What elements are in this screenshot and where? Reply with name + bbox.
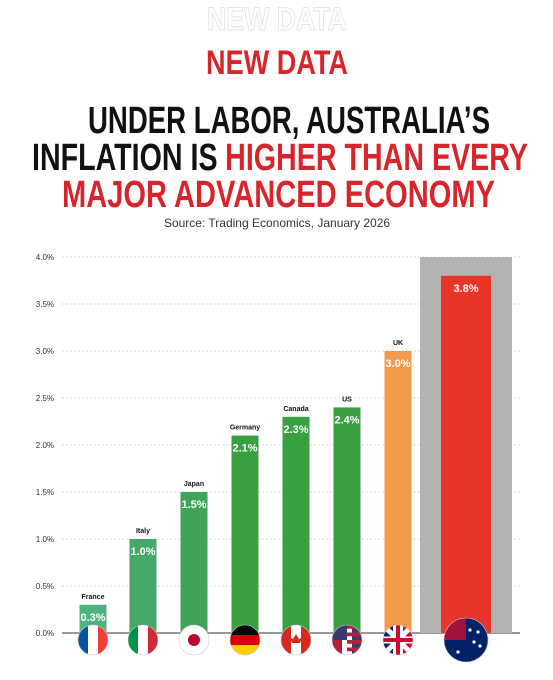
y-tick-label: 2.0% bbox=[36, 441, 54, 450]
subtitle: Source: Trading Economics, January 2026 bbox=[164, 216, 390, 230]
category-label: Germany bbox=[230, 425, 260, 432]
flag-icon bbox=[281, 625, 311, 655]
flag-stripe bbox=[281, 625, 292, 655]
y-tick-label: 3.5% bbox=[36, 300, 54, 309]
bar bbox=[441, 275, 491, 633]
flag-stripe bbox=[138, 625, 149, 655]
flag-icon bbox=[128, 625, 158, 655]
flag-stripe bbox=[230, 645, 260, 655]
category-label: France bbox=[82, 594, 105, 601]
flag-star bbox=[476, 630, 480, 634]
flag-icon bbox=[444, 618, 488, 662]
title-segment: MAJOR ADVANCED ECONOMY bbox=[62, 174, 495, 216]
y-tick-label: 2.5% bbox=[36, 394, 54, 403]
flag-ring bbox=[280, 624, 312, 656]
flag-icon bbox=[179, 625, 209, 655]
flag-star bbox=[456, 650, 460, 654]
flag-icon bbox=[78, 625, 108, 655]
flag-stripe bbox=[128, 625, 139, 655]
flag-ring bbox=[382, 624, 414, 656]
flag-stripe bbox=[88, 625, 99, 655]
value-label: 2.3% bbox=[283, 424, 308, 436]
flag-stripe bbox=[473, 618, 488, 662]
y-tick-label: 0.0% bbox=[36, 629, 54, 638]
category-label: Canada bbox=[283, 406, 308, 413]
title-segment: UNDER LABOR, AUSTRALIA’S bbox=[88, 100, 490, 142]
flag-ring bbox=[229, 624, 261, 656]
flag-cross bbox=[383, 625, 413, 655]
flag-icon bbox=[230, 625, 260, 655]
category-label: Japan bbox=[184, 481, 204, 488]
flag-stripe bbox=[347, 647, 362, 652]
category-label: US bbox=[342, 396, 352, 403]
value-label: 1.5% bbox=[181, 499, 206, 511]
title-line: MAJOR ADVANCED ECONOMY bbox=[62, 174, 495, 216]
flag-ring bbox=[443, 617, 489, 663]
bar bbox=[180, 492, 208, 633]
flag-star bbox=[478, 644, 482, 648]
flag-stripe bbox=[199, 625, 209, 655]
bar bbox=[282, 416, 310, 633]
flag-stripe bbox=[347, 640, 362, 644]
value-label: 3.0% bbox=[385, 358, 410, 370]
flag-sun bbox=[188, 634, 200, 646]
title-line: INFLATION ISHIGHER THAN EVERY bbox=[32, 137, 528, 179]
category-label: UK bbox=[393, 340, 403, 347]
value-label: 2.1% bbox=[232, 443, 257, 455]
bar bbox=[231, 435, 259, 633]
flag-stripe bbox=[98, 625, 108, 655]
flag-icon bbox=[383, 625, 413, 655]
title-segment: INFLATION IS bbox=[32, 137, 218, 179]
title-segment: HIGHER THAN EVERY bbox=[225, 137, 528, 179]
y-tick-label: 1.0% bbox=[36, 535, 54, 544]
y-tick-label: 3.0% bbox=[36, 347, 54, 356]
bar bbox=[129, 539, 157, 633]
flag-stripe bbox=[230, 635, 260, 646]
value-label: 0.3% bbox=[80, 612, 105, 624]
bar bbox=[384, 351, 412, 633]
value-label: 2.4% bbox=[334, 414, 359, 426]
kicker: NEW DATA bbox=[206, 44, 348, 82]
y-tick-label: 0.5% bbox=[36, 582, 54, 591]
flag-ring bbox=[77, 624, 109, 656]
flag-ring bbox=[178, 624, 210, 656]
flag-stripe bbox=[148, 625, 158, 655]
value-label: 1.0% bbox=[130, 546, 155, 558]
flag-star bbox=[468, 628, 472, 632]
flag-ring bbox=[127, 624, 159, 656]
flag-stripe bbox=[230, 625, 260, 636]
category-label: Italy bbox=[136, 528, 150, 535]
flag-leaf bbox=[290, 634, 302, 643]
bar bbox=[333, 407, 361, 633]
kicker-echo: NEW DATA bbox=[207, 1, 347, 37]
flag-stripe bbox=[179, 625, 190, 655]
y-tick-label: 1.5% bbox=[36, 488, 54, 497]
flag-stripe bbox=[78, 625, 89, 655]
value-label: 3.8% bbox=[453, 283, 478, 295]
flag-star bbox=[472, 640, 476, 644]
y-tick-label: 4.0% bbox=[36, 253, 54, 262]
title-line: UNDER LABOR, AUSTRALIA’S bbox=[88, 100, 490, 142]
flag-ring bbox=[331, 624, 363, 656]
flag-stripe bbox=[347, 632, 362, 637]
flag-stripe bbox=[301, 625, 311, 655]
